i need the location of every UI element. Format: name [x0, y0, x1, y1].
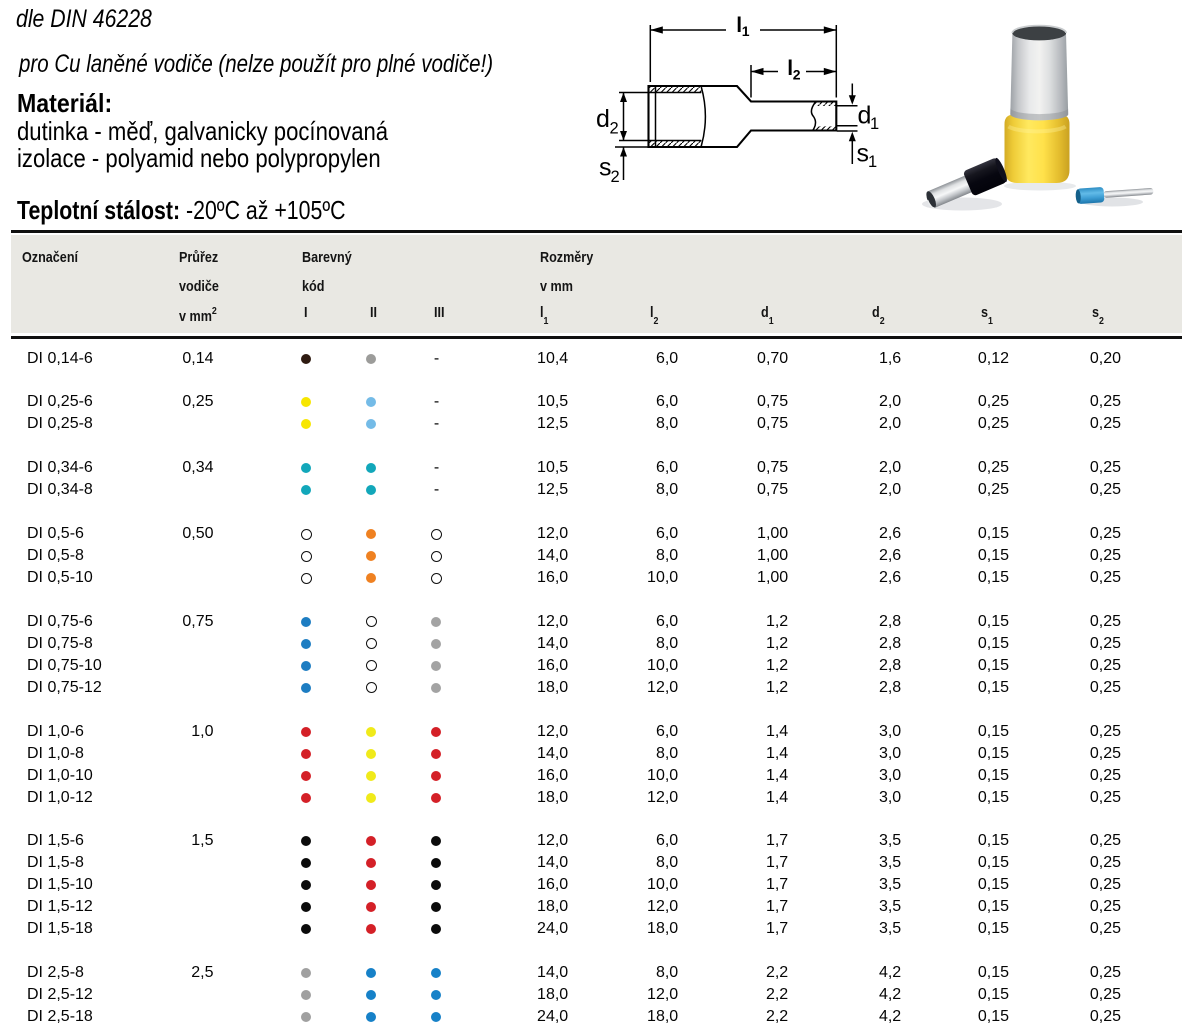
svg-text:s: s [599, 154, 612, 182]
svg-text:l: l [736, 14, 742, 37]
svg-text:l: l [787, 57, 793, 80]
svg-text:1: 1 [870, 115, 879, 133]
svg-text:d: d [858, 102, 872, 130]
svg-text:2: 2 [610, 120, 619, 138]
svg-text:1: 1 [742, 23, 750, 39]
svg-text:s: s [857, 140, 870, 168]
svg-text:2: 2 [793, 67, 801, 83]
svg-text:2: 2 [611, 168, 620, 186]
svg-text:1: 1 [868, 153, 877, 171]
svg-text:d: d [596, 105, 610, 133]
